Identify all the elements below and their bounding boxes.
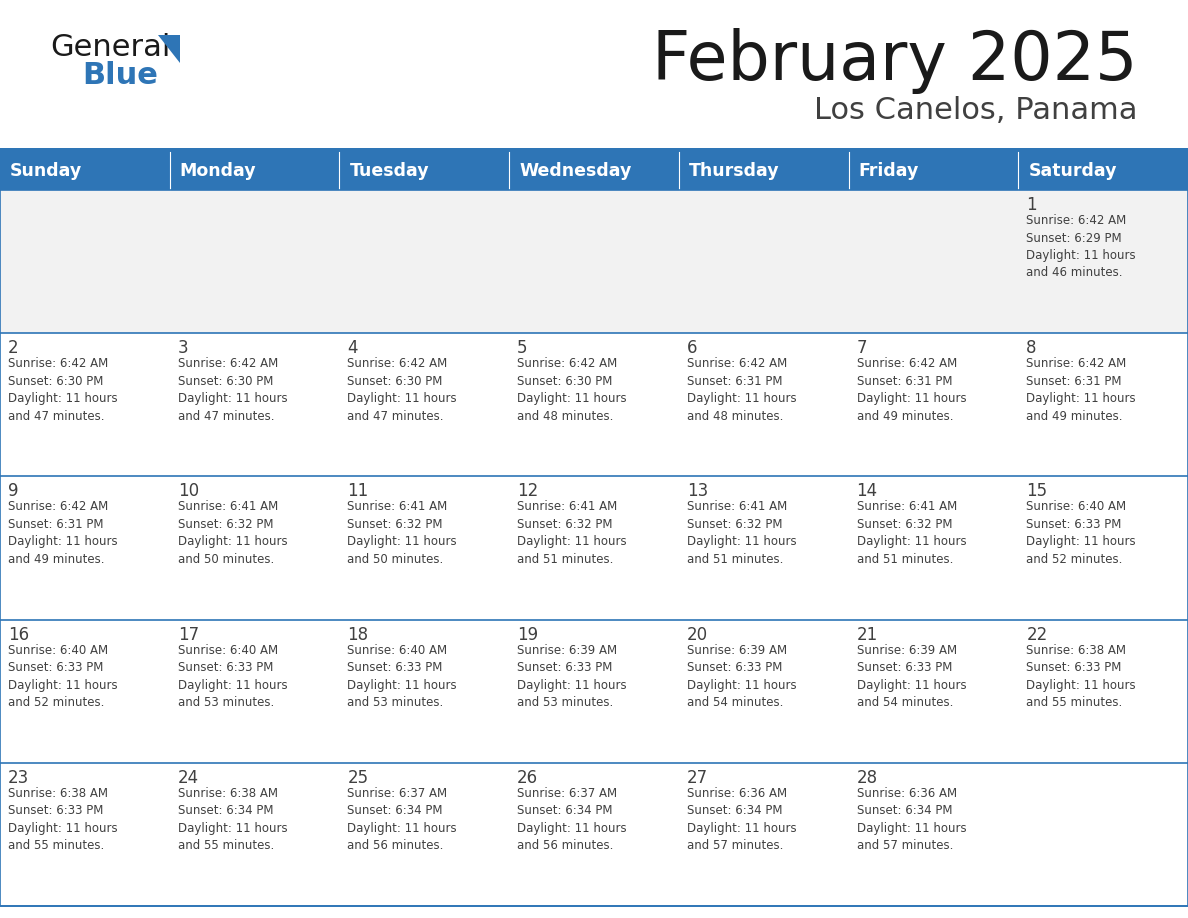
- Text: Sunrise: 6:42 AM
Sunset: 6:30 PM
Daylight: 11 hours
and 47 minutes.: Sunrise: 6:42 AM Sunset: 6:30 PM Dayligh…: [178, 357, 287, 422]
- Text: Sunrise: 6:39 AM
Sunset: 6:33 PM
Daylight: 11 hours
and 54 minutes.: Sunrise: 6:39 AM Sunset: 6:33 PM Dayligh…: [857, 644, 966, 709]
- Text: Sunrise: 6:40 AM
Sunset: 6:33 PM
Daylight: 11 hours
and 53 minutes.: Sunrise: 6:40 AM Sunset: 6:33 PM Dayligh…: [178, 644, 287, 709]
- Text: Sunrise: 6:38 AM
Sunset: 6:33 PM
Daylight: 11 hours
and 55 minutes.: Sunrise: 6:38 AM Sunset: 6:33 PM Dayligh…: [8, 787, 118, 852]
- Text: Wednesday: Wednesday: [519, 162, 632, 180]
- Text: 18: 18: [347, 625, 368, 644]
- Text: Sunrise: 6:40 AM
Sunset: 6:33 PM
Daylight: 11 hours
and 53 minutes.: Sunrise: 6:40 AM Sunset: 6:33 PM Dayligh…: [347, 644, 457, 709]
- Text: 14: 14: [857, 482, 878, 500]
- Text: 2: 2: [8, 339, 19, 357]
- Text: 4: 4: [347, 339, 358, 357]
- Bar: [678, 152, 848, 190]
- Text: Sunrise: 6:36 AM
Sunset: 6:34 PM
Daylight: 11 hours
and 57 minutes.: Sunrise: 6:36 AM Sunset: 6:34 PM Dayligh…: [687, 787, 796, 852]
- Text: 8: 8: [1026, 339, 1037, 357]
- Text: 11: 11: [347, 482, 368, 500]
- Text: Sunrise: 6:41 AM
Sunset: 6:32 PM
Daylight: 11 hours
and 50 minutes.: Sunrise: 6:41 AM Sunset: 6:32 PM Dayligh…: [347, 500, 457, 565]
- Text: Friday: Friday: [859, 162, 920, 180]
- Text: 16: 16: [8, 625, 30, 644]
- Text: Sunrise: 6:41 AM
Sunset: 6:32 PM
Daylight: 11 hours
and 51 minutes.: Sunrise: 6:41 AM Sunset: 6:32 PM Dayligh…: [517, 500, 627, 565]
- Text: 27: 27: [687, 768, 708, 787]
- Bar: [0, 190, 1188, 333]
- Text: 5: 5: [517, 339, 527, 357]
- Polygon shape: [158, 35, 181, 63]
- Text: 22: 22: [1026, 625, 1048, 644]
- Text: 1: 1: [1026, 196, 1037, 214]
- Text: General: General: [50, 33, 170, 62]
- Text: 10: 10: [178, 482, 198, 500]
- Bar: [0, 152, 1188, 906]
- Text: February 2025: February 2025: [652, 28, 1138, 94]
- Bar: [0, 152, 170, 190]
- Bar: [170, 152, 340, 190]
- Text: Saturday: Saturday: [1029, 162, 1117, 180]
- Bar: [0, 148, 1188, 152]
- Text: Sunrise: 6:41 AM
Sunset: 6:32 PM
Daylight: 11 hours
and 51 minutes.: Sunrise: 6:41 AM Sunset: 6:32 PM Dayligh…: [687, 500, 796, 565]
- Text: Sunrise: 6:41 AM
Sunset: 6:32 PM
Daylight: 11 hours
and 50 minutes.: Sunrise: 6:41 AM Sunset: 6:32 PM Dayligh…: [178, 500, 287, 565]
- Text: 6: 6: [687, 339, 697, 357]
- Text: Sunrise: 6:39 AM
Sunset: 6:33 PM
Daylight: 11 hours
and 54 minutes.: Sunrise: 6:39 AM Sunset: 6:33 PM Dayligh…: [687, 644, 796, 709]
- Text: Sunrise: 6:42 AM
Sunset: 6:31 PM
Daylight: 11 hours
and 49 minutes.: Sunrise: 6:42 AM Sunset: 6:31 PM Dayligh…: [1026, 357, 1136, 422]
- Bar: [1018, 152, 1188, 190]
- Text: Thursday: Thursday: [689, 162, 779, 180]
- Text: 19: 19: [517, 625, 538, 644]
- Text: Sunrise: 6:41 AM
Sunset: 6:32 PM
Daylight: 11 hours
and 51 minutes.: Sunrise: 6:41 AM Sunset: 6:32 PM Dayligh…: [857, 500, 966, 565]
- Text: Sunday: Sunday: [10, 162, 82, 180]
- Text: 7: 7: [857, 339, 867, 357]
- Text: 24: 24: [178, 768, 198, 787]
- Text: Tuesday: Tuesday: [349, 162, 429, 180]
- Text: Blue: Blue: [82, 61, 158, 90]
- Text: 13: 13: [687, 482, 708, 500]
- Bar: [0, 476, 1188, 620]
- Bar: [510, 152, 678, 190]
- Text: Sunrise: 6:40 AM
Sunset: 6:33 PM
Daylight: 11 hours
and 52 minutes.: Sunrise: 6:40 AM Sunset: 6:33 PM Dayligh…: [1026, 500, 1136, 565]
- Text: Sunrise: 6:42 AM
Sunset: 6:31 PM
Daylight: 11 hours
and 49 minutes.: Sunrise: 6:42 AM Sunset: 6:31 PM Dayligh…: [857, 357, 966, 422]
- Bar: [0, 620, 1188, 763]
- Text: 20: 20: [687, 625, 708, 644]
- Text: Sunrise: 6:36 AM
Sunset: 6:34 PM
Daylight: 11 hours
and 57 minutes.: Sunrise: 6:36 AM Sunset: 6:34 PM Dayligh…: [857, 787, 966, 852]
- Bar: [340, 152, 510, 190]
- Bar: [848, 152, 1018, 190]
- Text: Los Canelos, Panama: Los Canelos, Panama: [815, 96, 1138, 125]
- Text: Sunrise: 6:42 AM
Sunset: 6:31 PM
Daylight: 11 hours
and 48 minutes.: Sunrise: 6:42 AM Sunset: 6:31 PM Dayligh…: [687, 357, 796, 422]
- Text: Sunrise: 6:42 AM
Sunset: 6:30 PM
Daylight: 11 hours
and 48 minutes.: Sunrise: 6:42 AM Sunset: 6:30 PM Dayligh…: [517, 357, 627, 422]
- Text: Sunrise: 6:42 AM
Sunset: 6:31 PM
Daylight: 11 hours
and 49 minutes.: Sunrise: 6:42 AM Sunset: 6:31 PM Dayligh…: [8, 500, 118, 565]
- Bar: [0, 333, 1188, 476]
- Text: 28: 28: [857, 768, 878, 787]
- Text: Sunrise: 6:37 AM
Sunset: 6:34 PM
Daylight: 11 hours
and 56 minutes.: Sunrise: 6:37 AM Sunset: 6:34 PM Dayligh…: [347, 787, 457, 852]
- Text: 21: 21: [857, 625, 878, 644]
- Text: Sunrise: 6:42 AM
Sunset: 6:30 PM
Daylight: 11 hours
and 47 minutes.: Sunrise: 6:42 AM Sunset: 6:30 PM Dayligh…: [8, 357, 118, 422]
- Text: 23: 23: [8, 768, 30, 787]
- Text: 17: 17: [178, 625, 198, 644]
- Text: Sunrise: 6:40 AM
Sunset: 6:33 PM
Daylight: 11 hours
and 52 minutes.: Sunrise: 6:40 AM Sunset: 6:33 PM Dayligh…: [8, 644, 118, 709]
- Text: Sunrise: 6:38 AM
Sunset: 6:33 PM
Daylight: 11 hours
and 55 minutes.: Sunrise: 6:38 AM Sunset: 6:33 PM Dayligh…: [1026, 644, 1136, 709]
- Text: Sunrise: 6:38 AM
Sunset: 6:34 PM
Daylight: 11 hours
and 55 minutes.: Sunrise: 6:38 AM Sunset: 6:34 PM Dayligh…: [178, 787, 287, 852]
- Bar: [0, 763, 1188, 906]
- Text: Sunrise: 6:37 AM
Sunset: 6:34 PM
Daylight: 11 hours
and 56 minutes.: Sunrise: 6:37 AM Sunset: 6:34 PM Dayligh…: [517, 787, 627, 852]
- Text: 12: 12: [517, 482, 538, 500]
- Text: 25: 25: [347, 768, 368, 787]
- Text: 3: 3: [178, 339, 189, 357]
- Text: Sunrise: 6:42 AM
Sunset: 6:29 PM
Daylight: 11 hours
and 46 minutes.: Sunrise: 6:42 AM Sunset: 6:29 PM Dayligh…: [1026, 214, 1136, 279]
- Text: 26: 26: [517, 768, 538, 787]
- Text: 9: 9: [8, 482, 19, 500]
- Text: Sunrise: 6:39 AM
Sunset: 6:33 PM
Daylight: 11 hours
and 53 minutes.: Sunrise: 6:39 AM Sunset: 6:33 PM Dayligh…: [517, 644, 627, 709]
- Text: Monday: Monday: [179, 162, 257, 180]
- Text: 15: 15: [1026, 482, 1048, 500]
- Text: Sunrise: 6:42 AM
Sunset: 6:30 PM
Daylight: 11 hours
and 47 minutes.: Sunrise: 6:42 AM Sunset: 6:30 PM Dayligh…: [347, 357, 457, 422]
